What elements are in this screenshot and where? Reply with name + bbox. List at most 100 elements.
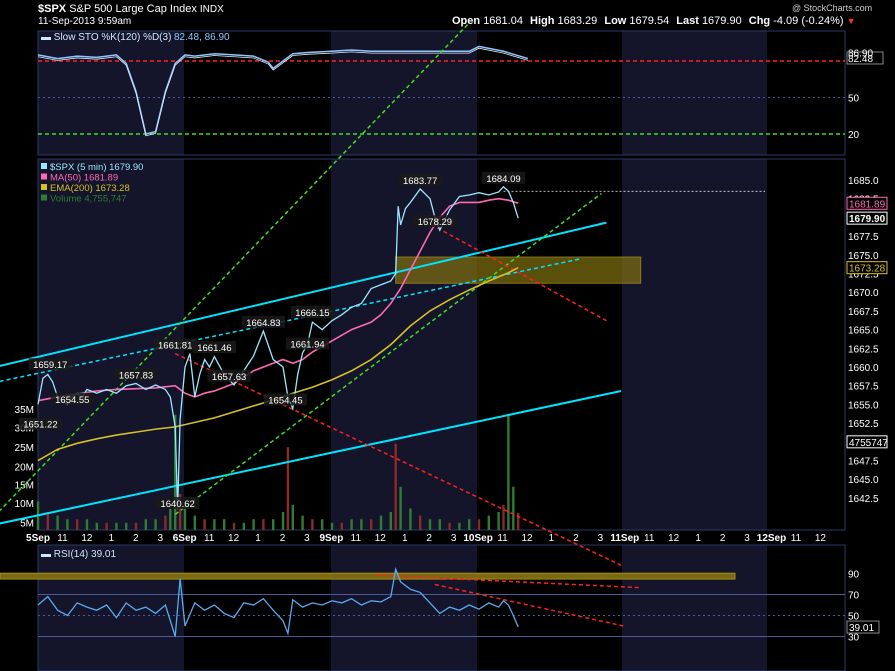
price-annotation-box — [481, 171, 526, 184]
volume-bar — [370, 519, 373, 530]
rsi-y-tick-label: 50 — [848, 612, 860, 623]
volume-bar — [213, 519, 216, 530]
price-right-label-box — [846, 211, 888, 225]
x-axis-label: 2 — [133, 533, 139, 544]
price-annotation-box — [241, 315, 285, 328]
volume-bar — [154, 519, 157, 530]
x-axis-label: 10Sep — [463, 533, 492, 544]
volume-bar — [448, 522, 451, 530]
datetime: 11-Sep-2013 9:59am — [38, 16, 132, 27]
title-block: $SPX S&P 500 Large Cap Index INDX — [38, 3, 224, 15]
price-right-label-box — [846, 435, 888, 449]
price-y-tick-label: 1667.5 — [848, 307, 879, 318]
panel-frame-rsi — [37, 544, 846, 671]
price-y-tick-label: 1672.5 — [848, 270, 879, 281]
price-legend-swatch — [41, 163, 47, 169]
price-right-label: 1681.89 — [849, 199, 886, 210]
volume-bar — [223, 519, 226, 530]
x-axis-label: 5Sep — [26, 533, 50, 544]
volume-bar — [105, 522, 108, 530]
volume-bar — [134, 522, 138, 530]
price-y-tick-label: 1662.5 — [848, 344, 879, 355]
rsi-y-tick-label: 70 — [848, 591, 860, 602]
volume-bar — [66, 519, 69, 530]
volume-bar — [330, 522, 334, 530]
trendline-cyan-2 — [0, 389, 622, 525]
price-annotation-label: 1661.94 — [290, 340, 324, 351]
volume-bar — [428, 519, 432, 530]
rsi-y-tick-label: 30 — [848, 633, 860, 644]
rsi-last-value-label: 39.01 — [849, 623, 874, 634]
sto-y-tick-label: 86.90 — [848, 49, 873, 60]
price-annotation-label: 1678.29 — [418, 217, 452, 228]
price-right-label: 1679.90 — [849, 214, 886, 225]
price-annotation-box — [18, 417, 63, 430]
volume-bar — [340, 522, 343, 530]
volume-bar — [512, 486, 515, 530]
x-axis-label: 1 — [255, 533, 261, 544]
x-axis-label: 11Sep — [610, 533, 639, 544]
panel-frame-sto — [37, 30, 846, 156]
panel-frame-price — [37, 158, 846, 531]
price-annotation-label: 1651.22 — [23, 420, 57, 431]
volume-bar — [281, 512, 285, 530]
trendline-cyan-1 — [0, 257, 583, 383]
rsi-trendline-0 — [376, 574, 641, 589]
x-axis-label: 3 — [598, 533, 604, 544]
price-annotation-label: 1666.15 — [295, 308, 329, 319]
x-axis-label: 12 — [521, 533, 533, 544]
high-label: High — [530, 15, 555, 27]
volume-bar — [438, 519, 441, 530]
volume-bar — [174, 414, 177, 530]
x-axis-label: 12 — [81, 533, 93, 544]
price-annotation-box — [413, 215, 457, 228]
volume-bar — [507, 414, 510, 530]
price-legend-label: MA(50) 1681.89 — [50, 173, 118, 184]
price-annotation-box — [192, 341, 236, 354]
trendline-cyan-0 — [0, 221, 607, 367]
price-y-tick-label: 1645.0 — [848, 475, 879, 486]
price-annotation-label: 1654.55 — [55, 395, 89, 406]
price-right-label: 4755747 — [849, 438, 888, 449]
price-annotation-label: 1661.46 — [197, 343, 231, 354]
x-axis-label: 2 — [280, 533, 286, 544]
price-legend-label: EMA(200) 1673.28 — [50, 183, 130, 194]
price-legend-label: $SPX (5 min) 1679.90 — [50, 162, 143, 173]
x-axis-label: 1 — [549, 533, 555, 544]
rsi-legend-label: ▬ RSI(14) 39.01 — [41, 549, 116, 560]
volume-axis-label: 35M — [15, 405, 34, 416]
trendline-green-4 — [174, 192, 602, 515]
trendline-green-3 — [0, 22, 470, 512]
volume-bar — [394, 443, 397, 530]
volume-bar — [178, 494, 182, 530]
volume-bar — [487, 515, 490, 530]
volume-bar — [183, 504, 187, 530]
session-shade-sto-0 — [38, 31, 184, 155]
sto-y-tick-label: 82.48 — [848, 54, 873, 65]
price-annotation-label: 1654.45 — [268, 396, 302, 407]
sto-legend-values: 82.48, 86.90 — [174, 32, 230, 43]
price-right-label-box — [846, 261, 888, 275]
price-line — [37, 185, 519, 510]
price-annotation-label: 1664.83 — [246, 318, 280, 329]
sto-last-value-box — [846, 51, 884, 65]
rsi-band — [0, 572, 736, 580]
rsi-y-tick-label: 90 — [848, 570, 860, 581]
volume-bar — [125, 522, 128, 530]
x-axis-label: 11 — [351, 533, 362, 544]
sto-k-line — [37, 45, 529, 135]
price-right-label-box — [846, 196, 888, 210]
session-shade-rsi-0 — [38, 545, 184, 671]
volume-bar — [262, 519, 265, 530]
watermark: @ StockCharts.com — [792, 3, 873, 13]
volume-axis-label: 5M — [20, 519, 34, 530]
sto-legend-label: ▬ Slow STO %K(120) %D(3) — [41, 32, 171, 43]
sto-y-tick-label: 20 — [848, 130, 860, 141]
price-y-tick-label: 1642.5 — [848, 494, 879, 505]
x-axis-label: 2 — [573, 533, 579, 544]
x-axis-label: 12 — [375, 533, 387, 544]
volume-bar — [286, 447, 290, 530]
x-axis-label: 3 — [304, 533, 310, 544]
